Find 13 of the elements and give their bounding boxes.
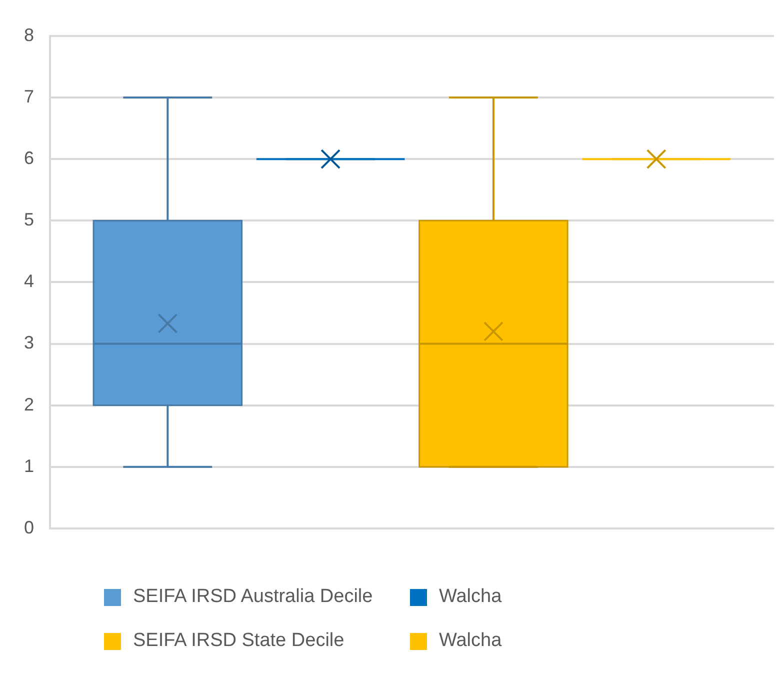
y-tick-label: 3: [24, 332, 34, 353]
y-tick-label: 4: [24, 271, 34, 292]
legend-label: SEIFA IRSD State Decile: [133, 630, 344, 652]
legend-label: SEIFA IRSD Australia Decile: [133, 586, 373, 608]
y-tick-label: 8: [24, 24, 34, 45]
legend-label: Walcha: [439, 586, 502, 608]
y-tick-label: 0: [24, 517, 34, 538]
y-tick-label: 2: [24, 394, 34, 414]
legend-label: Walcha: [439, 630, 502, 652]
y-tick-label: 5: [24, 210, 34, 230]
y-tick-label: 1: [24, 456, 34, 476]
y-tick-label: 7: [24, 86, 34, 107]
y-tick-label: 6: [24, 148, 34, 168]
